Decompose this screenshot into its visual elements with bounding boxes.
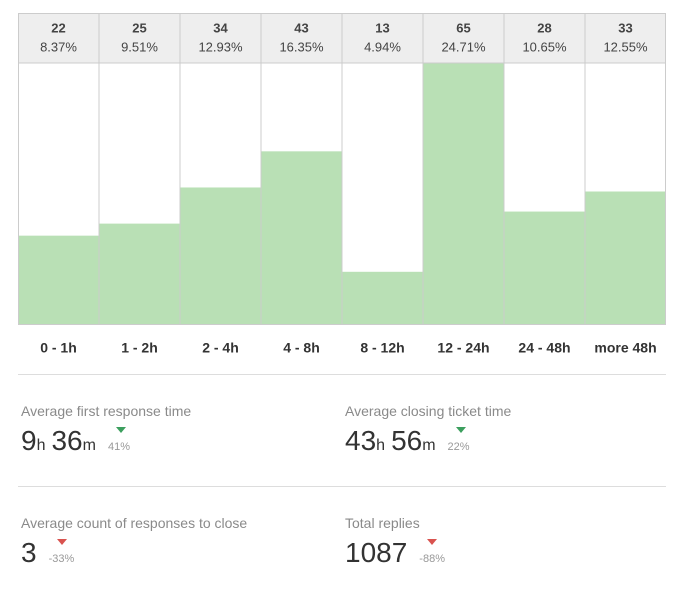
bar bbox=[342, 271, 423, 324]
x-tick-label: 1 - 2h bbox=[121, 340, 158, 356]
stat-number: 3 bbox=[21, 537, 37, 568]
count-label: 33 bbox=[618, 20, 632, 35]
percent-label: 10.65% bbox=[522, 39, 567, 54]
bar bbox=[585, 191, 666, 324]
percent-label: 12.93% bbox=[198, 39, 243, 54]
bar bbox=[99, 223, 180, 324]
stat: Average first response time 9 h 36 m 41% bbox=[21, 403, 321, 457]
stat-change: 41% bbox=[107, 427, 130, 453]
bar bbox=[423, 63, 504, 324]
count-label: 65 bbox=[456, 20, 470, 35]
change-text: 22% bbox=[447, 441, 470, 453]
stat-change: -33% bbox=[48, 539, 75, 565]
percent-label: 4.94% bbox=[364, 39, 401, 54]
change-text: 41% bbox=[107, 441, 130, 453]
count-label: 34 bbox=[213, 20, 228, 35]
percent-label: 24.71% bbox=[441, 39, 486, 54]
separator bbox=[18, 486, 666, 487]
x-tick-label: 12 - 24h bbox=[437, 340, 489, 356]
stat-number: 56 bbox=[391, 425, 423, 456]
stat-unit: h bbox=[36, 437, 46, 454]
stat-change: -88% bbox=[419, 539, 445, 565]
separator bbox=[18, 374, 666, 375]
stat-number: 36 bbox=[51, 425, 83, 456]
stat-value: 1087 -88% bbox=[345, 537, 645, 569]
change-text: -88% bbox=[419, 553, 445, 565]
count-label: 13 bbox=[375, 20, 389, 35]
x-tick-label: 0 - 1h bbox=[40, 340, 77, 356]
stat-value: 3 -33% bbox=[21, 537, 321, 569]
count-label: 28 bbox=[537, 20, 551, 35]
percent-label: 12.55% bbox=[603, 39, 648, 54]
stat-number: 1087 bbox=[345, 537, 408, 568]
trend-arrow bbox=[427, 539, 438, 545]
chart-border bbox=[18, 13, 666, 325]
count-label: 25 bbox=[132, 20, 146, 35]
trend-arrow bbox=[56, 539, 67, 545]
bar bbox=[504, 211, 585, 324]
stat-value: 43 h 56 m 22% bbox=[345, 425, 645, 457]
stat-number: 43 bbox=[345, 425, 377, 456]
bar bbox=[180, 187, 261, 324]
stat-label: Average closing ticket time bbox=[345, 403, 512, 419]
stat-change: 22% bbox=[447, 427, 470, 453]
stat-label: Average first response time bbox=[21, 403, 192, 419]
percent-label: 8.37% bbox=[40, 39, 77, 54]
trend-arrow bbox=[115, 427, 126, 433]
trend-arrow bbox=[455, 427, 466, 433]
chart: 22 8.37% 0 - 1h 25 9.51% 1 - 2h 34 12.93% 2 - 4h… bbox=[18, 13, 666, 356]
count-label: 22 bbox=[51, 20, 65, 35]
count-label: 43 bbox=[294, 20, 308, 35]
percent-label: 16.35% bbox=[279, 39, 324, 54]
x-tick-label: 24 - 48h bbox=[518, 340, 570, 356]
x-tick-label: 8 - 12h bbox=[360, 340, 404, 356]
stat: Average count of responses to close 3 -33% bbox=[21, 515, 321, 569]
x-tick-label: 4 - 8h bbox=[283, 340, 320, 356]
stat-unit: m bbox=[82, 437, 96, 454]
stat-label: Total replies bbox=[345, 515, 420, 531]
stat-unit: h bbox=[376, 437, 386, 454]
stat: Total replies 1087 -88% bbox=[345, 515, 645, 569]
stat-number: 9 bbox=[21, 425, 37, 456]
bar bbox=[18, 235, 99, 324]
stat-label: Average count of responses to close bbox=[21, 515, 248, 531]
change-text: -33% bbox=[48, 553, 75, 565]
x-tick-label: 2 - 4h bbox=[202, 340, 239, 356]
bar bbox=[261, 151, 342, 324]
x-tick-label: more 48h bbox=[594, 340, 656, 356]
stat: Average closing ticket time 43 h 56 m 22% bbox=[345, 403, 645, 457]
stat-value: 9 h 36 m 41% bbox=[21, 425, 321, 457]
percent-label: 9.51% bbox=[121, 39, 158, 54]
stat-unit: m bbox=[422, 437, 436, 454]
